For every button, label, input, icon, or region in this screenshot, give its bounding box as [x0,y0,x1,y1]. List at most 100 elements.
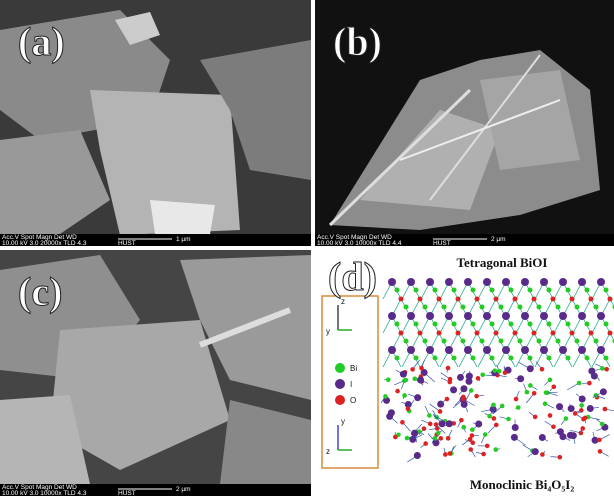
atom [555,338,561,344]
atom [588,296,594,302]
atom [437,409,443,414]
atom [580,426,586,431]
atom [407,278,415,286]
atom [521,312,529,320]
legend-label: O [350,396,356,405]
atom [394,287,400,293]
atom [461,424,467,430]
atom [455,296,461,302]
scale-label: 2 µm [491,236,506,243]
atom [388,346,396,354]
axis-label: z [341,297,345,306]
atom [417,376,425,384]
atom [593,304,599,310]
atom [499,403,505,409]
atom [468,388,474,393]
panel-c [0,250,311,496]
atom [470,427,475,433]
atom [527,321,533,327]
atom [578,408,584,413]
atom [591,436,599,444]
atom [588,330,594,336]
atom [427,413,432,418]
atom [502,312,510,320]
panel-label: (a) [18,19,65,64]
atom [403,304,409,310]
atom [483,278,491,286]
info-bar [0,234,311,246]
atom [413,287,419,293]
atom [426,278,434,286]
atom [483,312,491,320]
atom [511,423,519,431]
atom [383,394,388,399]
atom [460,400,468,408]
atom [578,278,586,286]
atom [508,287,514,293]
atom [559,312,567,320]
atom [493,296,499,302]
atom [515,405,521,410]
atom [521,278,529,286]
info-bar [0,484,311,496]
atom [432,287,438,293]
atom [576,380,582,386]
crystal-structures [380,278,614,463]
atom [546,287,552,293]
info-header: Acc.V Spot Magn Det WD [2,234,77,241]
atom [502,370,508,376]
atom [597,437,602,443]
atom [447,451,453,456]
atom [603,287,609,293]
atom [399,370,407,378]
atom [527,287,533,293]
atom [597,449,603,454]
atom [395,388,400,394]
panel-label: (b) [333,19,382,64]
atom [482,432,488,437]
atom [460,396,466,402]
atom [607,296,613,302]
atom [475,376,481,381]
atom [393,434,398,440]
atom [555,304,561,310]
atom [413,355,419,361]
atom [546,321,552,327]
atom [487,413,492,419]
atom [444,396,450,402]
atom [493,447,499,452]
panel-a [0,0,311,246]
atom [546,355,552,361]
atom [508,321,514,327]
atom [540,278,548,286]
legend-label: I [350,380,352,389]
atom [556,403,564,411]
atom [597,278,605,286]
atom [435,430,441,436]
info-values: 10.00 kV 3.0 20000x TLD 4.3 [2,240,87,247]
atom [403,338,409,344]
lab-name: HUST [118,240,136,247]
atom [559,278,567,286]
atom [540,346,548,354]
atom [475,420,483,428]
atom [432,439,440,447]
atom [584,287,590,293]
bottom-title: Monoclinic Bi₄O₅I₂ [470,477,575,492]
panel-b [315,0,614,246]
atom [438,420,446,428]
atom [451,321,457,327]
atom [521,346,529,354]
atom [445,436,451,441]
info-header: Acc.V Spot Magn Det WD [2,484,77,491]
atom [398,296,404,302]
atom [480,372,486,378]
atom [413,452,421,460]
atom [470,321,476,327]
atom [565,321,571,327]
atom [385,377,391,382]
atom [421,426,427,431]
atom [400,419,405,425]
